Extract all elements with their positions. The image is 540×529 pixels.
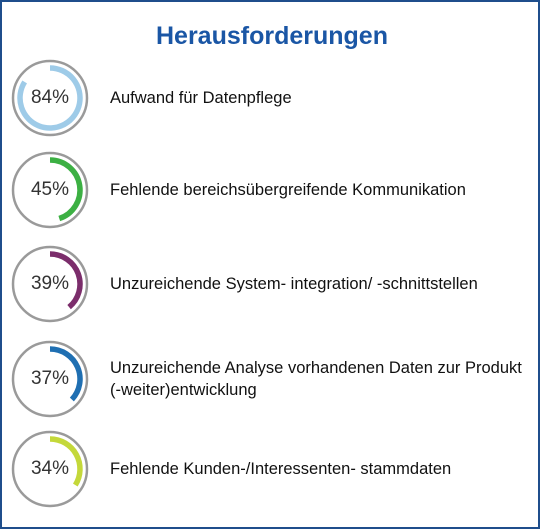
ring-outline xyxy=(11,340,89,418)
ring-outline xyxy=(11,151,89,229)
ring-gauge: 45% xyxy=(10,150,90,230)
ring-arc xyxy=(17,65,83,131)
ring-arc xyxy=(49,251,83,310)
ring-value-label: 34% xyxy=(30,458,70,479)
chart-title: Herausforderungen xyxy=(156,22,388,50)
ring-category-label: Fehlende bereichsübergreifende Kommunika… xyxy=(110,181,466,199)
ring-svg xyxy=(11,430,89,508)
ring-row: 39% Unzureichende System- integration/ -… xyxy=(2,244,538,324)
ring-svg xyxy=(11,245,89,323)
ring-value-label: 84% xyxy=(30,87,70,108)
ring-row: 84% Aufwand für Datenpflege xyxy=(2,58,538,138)
ring-outline xyxy=(11,430,89,508)
ring-category-label: Aufwand für Datenpflege xyxy=(110,89,292,107)
ring-arc xyxy=(49,157,83,222)
ring-outline xyxy=(11,59,89,137)
ring-category-label: Unzureichende System- integration/ -schn… xyxy=(110,275,478,293)
ring-svg xyxy=(11,151,89,229)
ring-gauge: 39% xyxy=(10,244,90,324)
ring-row: 34% Fehlende Kunden-/Interessenten- stam… xyxy=(2,429,538,509)
ring-outline xyxy=(11,245,89,323)
ring-svg xyxy=(11,340,89,418)
ring-category-label: Fehlende Kunden-/Interessenten- stammdat… xyxy=(110,460,452,478)
ring-value-label: 39% xyxy=(30,273,70,294)
ring-value-label: 37% xyxy=(30,368,70,389)
ring-row: 45% Fehlende bereichsübergreifende Kommu… xyxy=(2,150,538,230)
ring-category-label: Unzureichende Analyse vorhandenen Daten … xyxy=(110,359,522,399)
ring-gauge: 37% xyxy=(10,339,90,419)
ring-arc xyxy=(49,436,83,487)
ring-value-label: 45% xyxy=(30,179,70,200)
ring-arc xyxy=(49,346,83,402)
ring-gauge: 84% xyxy=(10,58,90,138)
ring-row: 37% Unzureichende Analyse vorhandenen Da… xyxy=(2,339,538,419)
ring-svg xyxy=(11,59,89,137)
ring-gauge: 34% xyxy=(10,429,90,509)
